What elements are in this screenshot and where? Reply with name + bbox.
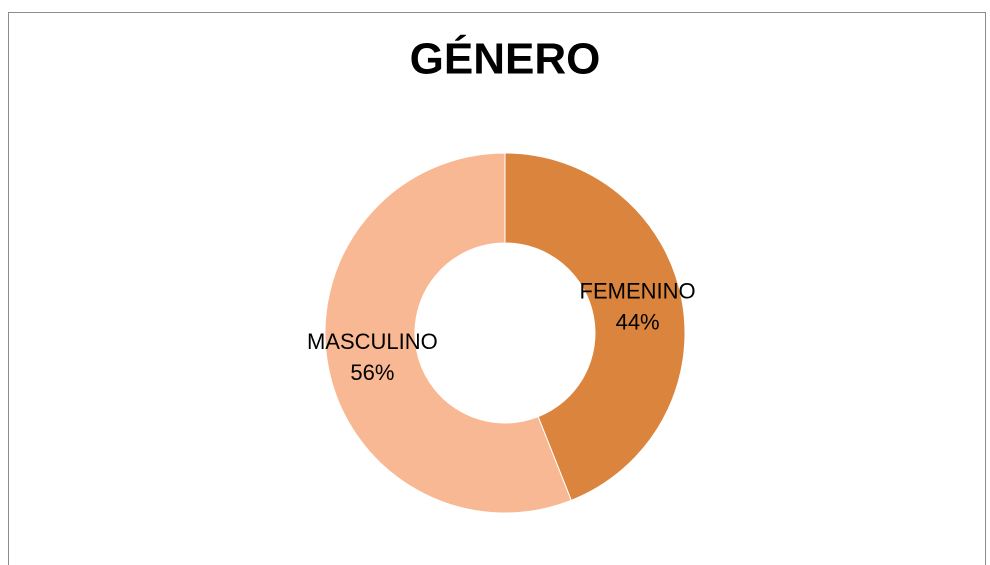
chart-title: GÉNERO <box>410 34 601 84</box>
slice-category-label: MASCULINO <box>307 329 438 354</box>
donut-slice <box>324 152 572 514</box>
plot-area: FEMENINO 44% MASCULINO 56% <box>307 152 696 514</box>
slice-value-label: 44% <box>616 310 660 335</box>
slice-category-label: FEMENINO <box>580 279 696 304</box>
slice-value-label: 56% <box>350 360 394 385</box>
donut-slice <box>504 152 686 502</box>
